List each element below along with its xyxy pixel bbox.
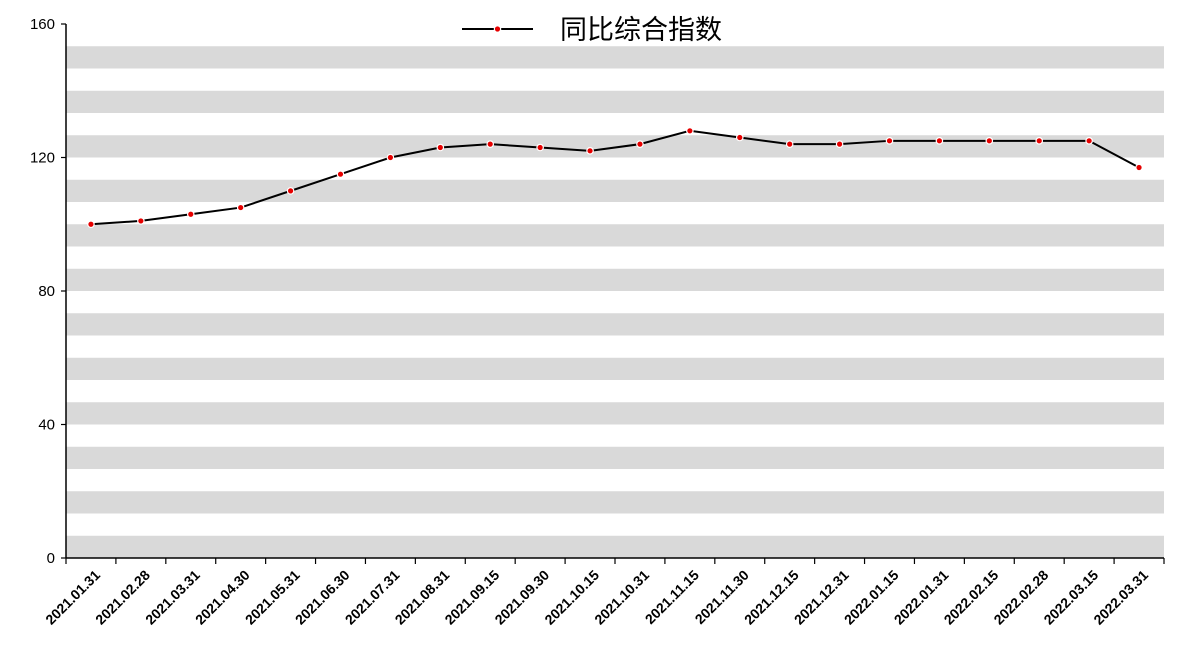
data-point (835, 140, 844, 148)
data-point (186, 210, 195, 219)
series-layer (87, 127, 1143, 229)
data-point (386, 153, 395, 162)
legend-marker-swatch (493, 25, 502, 33)
data-point (1085, 137, 1093, 145)
y-tick-label: 40 (38, 417, 55, 434)
y-tick-label: 120 (30, 150, 55, 167)
legend-label: 同比综合指数 (560, 15, 722, 45)
x-tick-label: 2022.03.31 (1090, 567, 1151, 628)
background-bands (66, 46, 1164, 558)
data-point (935, 137, 944, 145)
background-band (66, 313, 1164, 336)
data-point (1035, 137, 1044, 145)
legend: 同比综合指数 (462, 15, 722, 45)
data-point (735, 133, 744, 142)
data-point (236, 203, 245, 212)
data-point (586, 147, 594, 155)
data-point (137, 217, 145, 225)
data-point (486, 140, 495, 148)
data-point (336, 170, 345, 178)
background-band (66, 90, 1164, 113)
y-tick-label: 160 (30, 16, 55, 33)
background-band (66, 46, 1164, 69)
data-point (436, 143, 445, 152)
y-axis-ticks: 0 40 80 120 160 (30, 16, 66, 567)
background-band (66, 135, 1164, 158)
background-band (66, 357, 1164, 380)
data-point (636, 140, 644, 148)
y-tick-label: 0 (47, 550, 55, 567)
data-point (1135, 163, 1143, 172)
background-band (66, 268, 1164, 291)
background-band (66, 402, 1164, 425)
data-point (686, 127, 694, 135)
data-point (885, 137, 894, 145)
background-band (66, 179, 1164, 202)
background-band (66, 446, 1164, 469)
data-point (87, 220, 95, 229)
data-point (536, 143, 544, 152)
background-band (66, 535, 1164, 558)
data-point (985, 137, 994, 145)
data-point (286, 187, 295, 195)
background-band (66, 224, 1164, 247)
background-band (66, 491, 1164, 514)
y-tick-label: 80 (38, 283, 55, 300)
data-point (785, 140, 794, 148)
series-line (90, 129, 1140, 226)
x-axis-ticks: 2021.01.312021.02.282021.03.312021.04.30… (42, 558, 1165, 628)
